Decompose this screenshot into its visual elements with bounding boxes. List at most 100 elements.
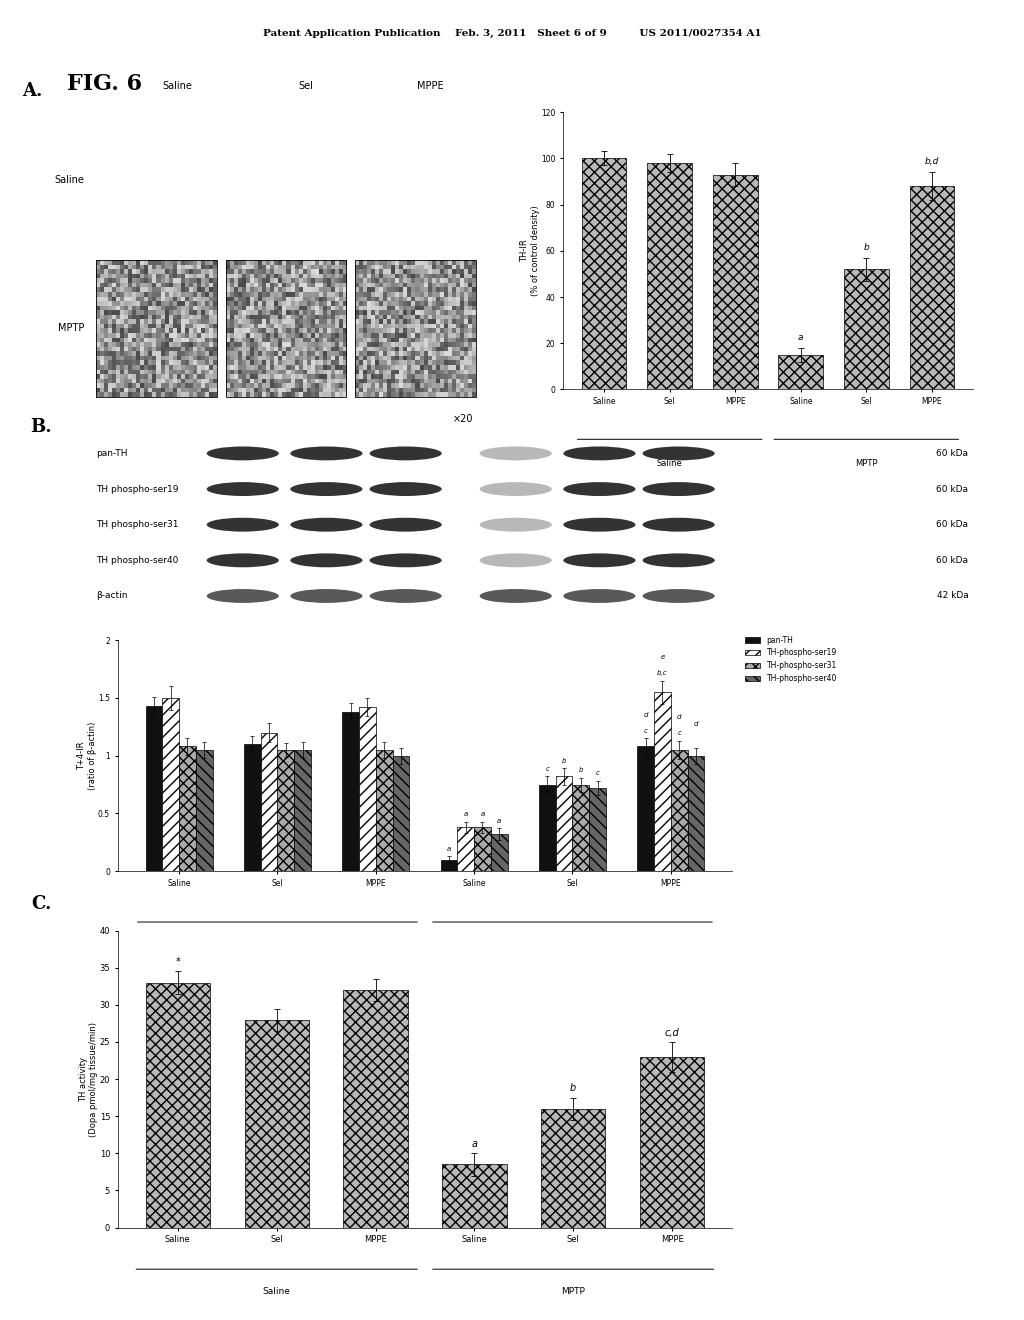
Ellipse shape (479, 589, 552, 603)
Ellipse shape (643, 517, 715, 532)
Text: a: a (798, 333, 804, 342)
Text: b: b (562, 758, 566, 764)
Text: FIG. 6: FIG. 6 (67, 73, 141, 95)
Text: Saline: Saline (163, 81, 193, 91)
Bar (359, 708, 376, 871)
Text: 60 kDa: 60 kDa (936, 484, 969, 494)
Bar (713, 174, 758, 389)
Text: Saline: Saline (264, 942, 291, 952)
Text: TH phospho-ser31: TH phospho-ser31 (96, 520, 179, 529)
Text: 60 kDa: 60 kDa (936, 520, 969, 529)
Bar (556, 776, 572, 871)
Ellipse shape (291, 517, 362, 532)
Text: b,d: b,d (925, 157, 939, 166)
Bar (844, 269, 889, 389)
Ellipse shape (563, 446, 636, 461)
Bar (355, 260, 476, 396)
Ellipse shape (370, 517, 441, 532)
Text: ×20: ×20 (453, 414, 473, 425)
Bar (196, 750, 213, 871)
Bar (145, 706, 163, 871)
Bar (261, 733, 278, 871)
Text: a: a (471, 1139, 477, 1148)
Bar (582, 158, 627, 389)
Ellipse shape (563, 482, 636, 496)
Text: MPTP: MPTP (561, 942, 584, 952)
Text: b,c: b,c (657, 671, 668, 676)
Ellipse shape (479, 517, 552, 532)
Text: a: a (446, 846, 452, 851)
Bar (440, 859, 458, 871)
Text: *: * (175, 957, 180, 968)
Text: C.: C. (32, 895, 52, 913)
Bar (96, 260, 217, 396)
Text: MPPE: MPPE (418, 81, 444, 91)
Text: MPTP: MPTP (855, 459, 878, 467)
Ellipse shape (479, 553, 552, 568)
Bar (458, 828, 474, 871)
Text: 60 kDa: 60 kDa (936, 556, 969, 565)
Text: pan-TH: pan-TH (96, 449, 128, 458)
Text: TH phospho-ser40: TH phospho-ser40 (96, 556, 179, 565)
Y-axis label: TH-IR
(% of control density): TH-IR (% of control density) (520, 206, 540, 296)
Bar (442, 1164, 507, 1228)
Bar (687, 755, 705, 871)
Bar (244, 744, 261, 871)
Ellipse shape (370, 446, 441, 461)
Ellipse shape (643, 446, 715, 461)
Bar (474, 828, 490, 871)
Text: β-actin: β-actin (96, 591, 128, 601)
Bar (278, 750, 294, 871)
Text: A.: A. (23, 82, 42, 100)
Bar (343, 990, 408, 1228)
Bar (145, 982, 210, 1228)
Bar (163, 698, 179, 871)
Text: b: b (570, 1084, 577, 1093)
Bar (637, 746, 654, 871)
Text: d: d (643, 711, 648, 718)
Bar (909, 186, 954, 389)
Y-axis label: TH activity
(Dopa pmol/mg tissue/min): TH activity (Dopa pmol/mg tissue/min) (79, 1022, 98, 1137)
Text: Sel: Sel (299, 81, 313, 91)
Bar (392, 755, 410, 871)
Ellipse shape (207, 553, 279, 568)
Text: d: d (693, 721, 698, 727)
Bar (96, 409, 217, 545)
Bar (225, 260, 346, 396)
Bar (647, 162, 692, 389)
Text: a: a (464, 810, 468, 817)
Ellipse shape (643, 482, 715, 496)
Text: Patent Application Publication    Feb. 3, 2011   Sheet 6 of 9         US 2011/00: Patent Application Publication Feb. 3, 2… (263, 29, 761, 38)
Bar (245, 1019, 309, 1228)
Text: MPTP: MPTP (561, 1287, 585, 1296)
Text: b: b (579, 767, 583, 774)
Text: a: a (497, 818, 502, 824)
Text: e: e (660, 653, 665, 660)
Text: a: a (480, 810, 484, 817)
Text: Saline: Saline (263, 1287, 291, 1296)
Bar (572, 784, 589, 871)
Bar (654, 692, 671, 871)
Bar (640, 1057, 705, 1228)
Legend: pan-TH, TH-phospho-ser19, TH-phospho-ser31, TH-phospho-ser40: pan-TH, TH-phospho-ser19, TH-phospho-ser… (742, 632, 840, 686)
Bar (541, 1109, 605, 1228)
Bar (225, 409, 346, 545)
Ellipse shape (291, 589, 362, 603)
Bar (376, 750, 392, 871)
Ellipse shape (370, 589, 441, 603)
Ellipse shape (291, 553, 362, 568)
Text: Saline: Saline (656, 459, 683, 467)
Ellipse shape (291, 482, 362, 496)
Bar (671, 750, 687, 871)
Bar (179, 746, 196, 871)
Ellipse shape (207, 446, 279, 461)
Ellipse shape (291, 446, 362, 461)
Bar (778, 355, 823, 389)
Text: B.: B. (31, 417, 52, 436)
Text: c: c (644, 727, 647, 734)
Bar (490, 834, 508, 871)
Text: b: b (863, 243, 869, 252)
Text: c: c (677, 730, 681, 737)
Ellipse shape (479, 446, 552, 461)
Text: d: d (677, 714, 681, 719)
